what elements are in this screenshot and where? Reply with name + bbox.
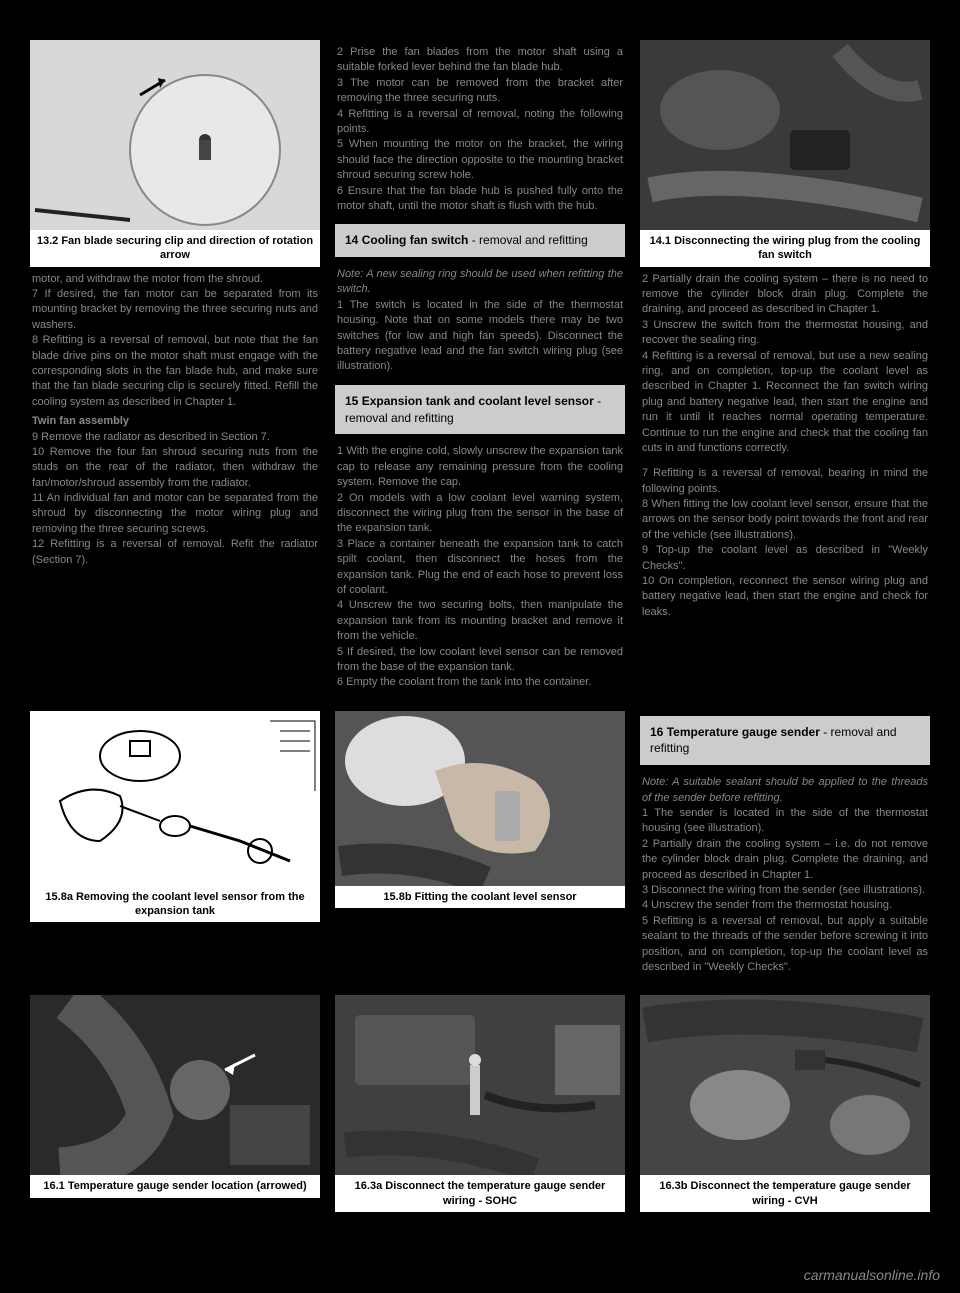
figure-15-8b: 15.8b Fitting the coolant level sensor: [335, 711, 625, 908]
para: 5 Refitting is a reversal of removal, bu…: [642, 914, 928, 976]
para: 6 Empty the coolant from the tank into t…: [337, 675, 623, 690]
row-1: 13.2 Fan blade securing clip and directi…: [30, 40, 930, 696]
figure-16-1: 16.1 Temperature gauge sender location (…: [30, 995, 320, 1197]
para: 5 If desired, the low coolant level sens…: [337, 645, 623, 676]
row-2: 15.8a Removing the coolant level sensor …: [30, 711, 930, 981]
figure-16-3b-image: [640, 995, 930, 1175]
para: 8 Refitting is a reversal of removal, bu…: [32, 333, 318, 410]
figure-14-1-caption: 14.1 Disconnecting the wiring plug from …: [640, 230, 930, 267]
para: 2 Partially drain the cooling system – t…: [642, 272, 928, 318]
para: 4 Refitting is a reversal of removal, no…: [337, 107, 623, 138]
para-note: Note: A new sealing ring should be used …: [337, 267, 623, 298]
figure-13-2: 13.2 Fan blade securing clip and directi…: [30, 40, 320, 267]
section-number: 15: [345, 394, 358, 408]
body-text-block-4: 1 With the engine cold, slowly unscrew t…: [335, 439, 625, 695]
para: 1 With the engine cold, slowly unscrew t…: [337, 444, 623, 490]
figure-15-8b-image: [335, 711, 625, 886]
figure-16-1-caption: 16.1 Temperature gauge sender location (…: [30, 1175, 320, 1197]
manual-page: 13.2 Fan blade securing clip and directi…: [0, 0, 960, 1257]
para-note: Note: A suitable sealant should be appli…: [642, 775, 928, 806]
row-3: 16.1 Temperature gauge sender location (…: [30, 995, 930, 1212]
para: 10 On completion, reconnect the sensor w…: [642, 574, 928, 620]
figure-16-3b-caption: 16.3b Disconnect the temperature gauge s…: [640, 1175, 930, 1212]
col-1-3: 14.1 Disconnecting the wiring plug from …: [640, 40, 930, 696]
figure-13-2-image: [30, 40, 320, 230]
para: 4 Unscrew the sender from the thermostat…: [642, 898, 928, 913]
col-3-3: 16.3b Disconnect the temperature gauge s…: [640, 995, 930, 1212]
para: 3 The motor can be removed from the brac…: [337, 76, 623, 107]
section-15-header: 15 Expansion tank and coolant level sens…: [335, 385, 625, 435]
col-2-1: 15.8a Removing the coolant level sensor …: [30, 711, 320, 981]
para: 8 When fitting the low coolant level sen…: [642, 497, 928, 543]
body-text-block-6: 7 Refitting is a reversal of removal, be…: [640, 461, 930, 625]
body-text-block-2: 2 Prise the fan blades from the motor sh…: [335, 40, 625, 219]
body-text-block-3: Note: A new sealing ring should be used …: [335, 262, 625, 380]
body-text-block-1: motor, and withdraw the motor from the s…: [30, 267, 320, 573]
para: 3 Disconnect the wiring from the sender …: [642, 883, 928, 898]
para: 9 Remove the radiator as described in Se…: [32, 430, 318, 445]
para: 2 Partially drain the cooling system – i…: [642, 837, 928, 883]
para: 4 Refitting is a reversal of removal, bu…: [642, 349, 928, 457]
section-title-bold: Cooling fan switch: [362, 233, 469, 247]
figure-16-3b: 16.3b Disconnect the temperature gauge s…: [640, 995, 930, 1212]
figure-15-8b-caption: 15.8b Fitting the coolant level sensor: [335, 886, 625, 908]
para: 6 Ensure that the fan blade hub is pushe…: [337, 184, 623, 215]
section-number: 16: [650, 725, 663, 739]
body-text-block-5: 2 Partially drain the cooling system – t…: [640, 267, 930, 462]
para: 12 Refitting is a reversal of removal. R…: [32, 537, 318, 568]
figure-16-3a-image: [335, 995, 625, 1175]
para: 3 Unscrew the switch from the thermostat…: [642, 318, 928, 349]
col-3-2: 16.3a Disconnect the temperature gauge s…: [335, 995, 625, 1212]
para: 11 An individual fan and motor can be se…: [32, 491, 318, 537]
para: 2 On models with a low coolant level war…: [337, 491, 623, 537]
figure-13-2-caption: 13.2 Fan blade securing clip and directi…: [30, 230, 320, 267]
figure-15-8a: 15.8a Removing the coolant level sensor …: [30, 711, 320, 923]
para: 3 Place a container beneath the expansio…: [337, 537, 623, 599]
section-16-header: 16 Temperature gauge sender - removal an…: [640, 716, 930, 766]
col-2-2: 15.8b Fitting the coolant level sensor: [335, 711, 625, 981]
para: 1 The switch is located in the side of t…: [337, 298, 623, 375]
para: 9 Top-up the coolant level as described …: [642, 543, 928, 574]
figure-16-1-image: [30, 995, 320, 1175]
figure-15-8a-image: [30, 711, 320, 886]
col-1-1: 13.2 Fan blade securing clip and directi…: [30, 40, 320, 696]
para: 7 If desired, the fan motor can be separ…: [32, 287, 318, 333]
figure-14-1-image: [640, 40, 930, 230]
para: 1 The sender is located in the side of t…: [642, 806, 928, 837]
para: 2 Prise the fan blades from the motor sh…: [337, 45, 623, 76]
section-title-rest: - removal and refitting: [468, 233, 587, 247]
figure-14-1: 14.1 Disconnecting the wiring plug from …: [640, 40, 930, 267]
section-14-header: 14 Cooling fan switch - removal and refi…: [335, 224, 625, 257]
section-title-bold: Expansion tank and coolant level sensor: [362, 394, 594, 408]
figure-16-3a-caption: 16.3a Disconnect the temperature gauge s…: [335, 1175, 625, 1212]
col-1-2: 2 Prise the fan blades from the motor sh…: [335, 40, 625, 696]
para: 7 Refitting is a reversal of removal, be…: [642, 466, 928, 497]
para: 10 Remove the four fan shroud securing n…: [32, 445, 318, 491]
para: 4 Unscrew the two securing bolts, then m…: [337, 598, 623, 644]
para: 5 When mounting the motor on the bracket…: [337, 137, 623, 183]
col-3-1: 16.1 Temperature gauge sender location (…: [30, 995, 320, 1212]
col-2-3: 16 Temperature gauge sender - removal an…: [640, 711, 930, 981]
section-title-bold: Temperature gauge sender: [667, 725, 820, 739]
body-text-block-7: Note: A suitable sealant should be appli…: [640, 770, 930, 980]
section-number: 14: [345, 233, 358, 247]
figure-15-8a-caption: 15.8a Removing the coolant level sensor …: [30, 886, 320, 923]
para-heading: Twin fan assembly: [32, 414, 318, 429]
para: motor, and withdraw the motor from the s…: [32, 272, 318, 287]
figure-16-3a: 16.3a Disconnect the temperature gauge s…: [335, 995, 625, 1212]
watermark: carmanualsonline.info: [0, 1257, 960, 1293]
